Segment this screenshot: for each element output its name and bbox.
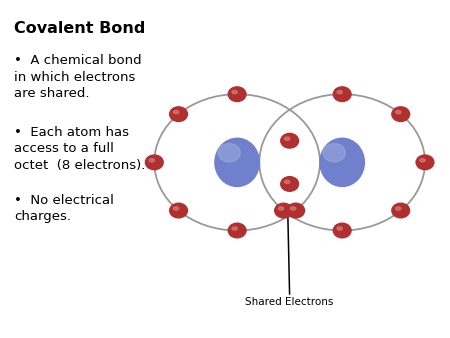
Ellipse shape	[337, 91, 342, 94]
Ellipse shape	[337, 227, 342, 230]
Text: •  No electrical
charges.: • No electrical charges.	[14, 194, 114, 223]
Circle shape	[274, 203, 292, 218]
Circle shape	[228, 223, 246, 238]
Circle shape	[287, 203, 305, 218]
Ellipse shape	[284, 180, 290, 184]
Text: •  Each atom has
access to a full
octet  (8 electrons).: • Each atom has access to a full octet (…	[14, 126, 145, 172]
Ellipse shape	[149, 159, 154, 162]
Ellipse shape	[396, 207, 401, 210]
Ellipse shape	[232, 91, 237, 94]
Ellipse shape	[232, 227, 237, 230]
Ellipse shape	[173, 207, 179, 210]
Circle shape	[281, 134, 298, 148]
Text: •  A chemical bond
in which electrons
are shared.: • A chemical bond in which electrons are…	[14, 54, 141, 100]
Circle shape	[416, 155, 434, 170]
Ellipse shape	[284, 137, 290, 140]
Ellipse shape	[291, 207, 296, 210]
Text: Covalent Bond: Covalent Bond	[14, 21, 145, 36]
Circle shape	[333, 223, 351, 238]
Circle shape	[392, 107, 410, 121]
Ellipse shape	[279, 207, 284, 210]
Ellipse shape	[215, 138, 259, 187]
Text: Shared Electrons: Shared Electrons	[245, 297, 334, 307]
Circle shape	[170, 203, 188, 218]
Ellipse shape	[218, 144, 240, 162]
Ellipse shape	[173, 111, 179, 114]
Ellipse shape	[420, 159, 425, 162]
Ellipse shape	[323, 144, 345, 162]
Circle shape	[333, 87, 351, 101]
Circle shape	[392, 203, 410, 218]
Circle shape	[170, 107, 188, 121]
Ellipse shape	[320, 138, 364, 187]
Ellipse shape	[396, 111, 401, 114]
Circle shape	[281, 177, 298, 191]
Circle shape	[228, 87, 246, 101]
Circle shape	[145, 155, 163, 170]
